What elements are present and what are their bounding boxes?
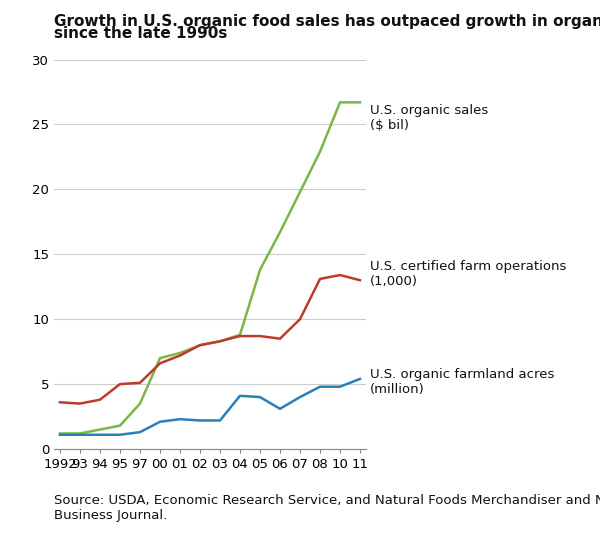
Text: since the late 1990s: since the late 1990s	[54, 26, 227, 41]
Text: U.S. organic farmland acres
(million): U.S. organic farmland acres (million)	[370, 367, 554, 395]
Text: Growth in U.S. organic food sales has outpaced growth in organic farmland: Growth in U.S. organic food sales has ou…	[54, 14, 600, 29]
Text: U.S. organic sales
($ bil): U.S. organic sales ($ bil)	[370, 104, 488, 132]
Text: U.S. certified farm operations
(1,000): U.S. certified farm operations (1,000)	[370, 260, 566, 288]
Text: Source: USDA, Economic Research Service, and Natural Foods Merchandiser and Nutr: Source: USDA, Economic Research Service,…	[54, 494, 600, 522]
